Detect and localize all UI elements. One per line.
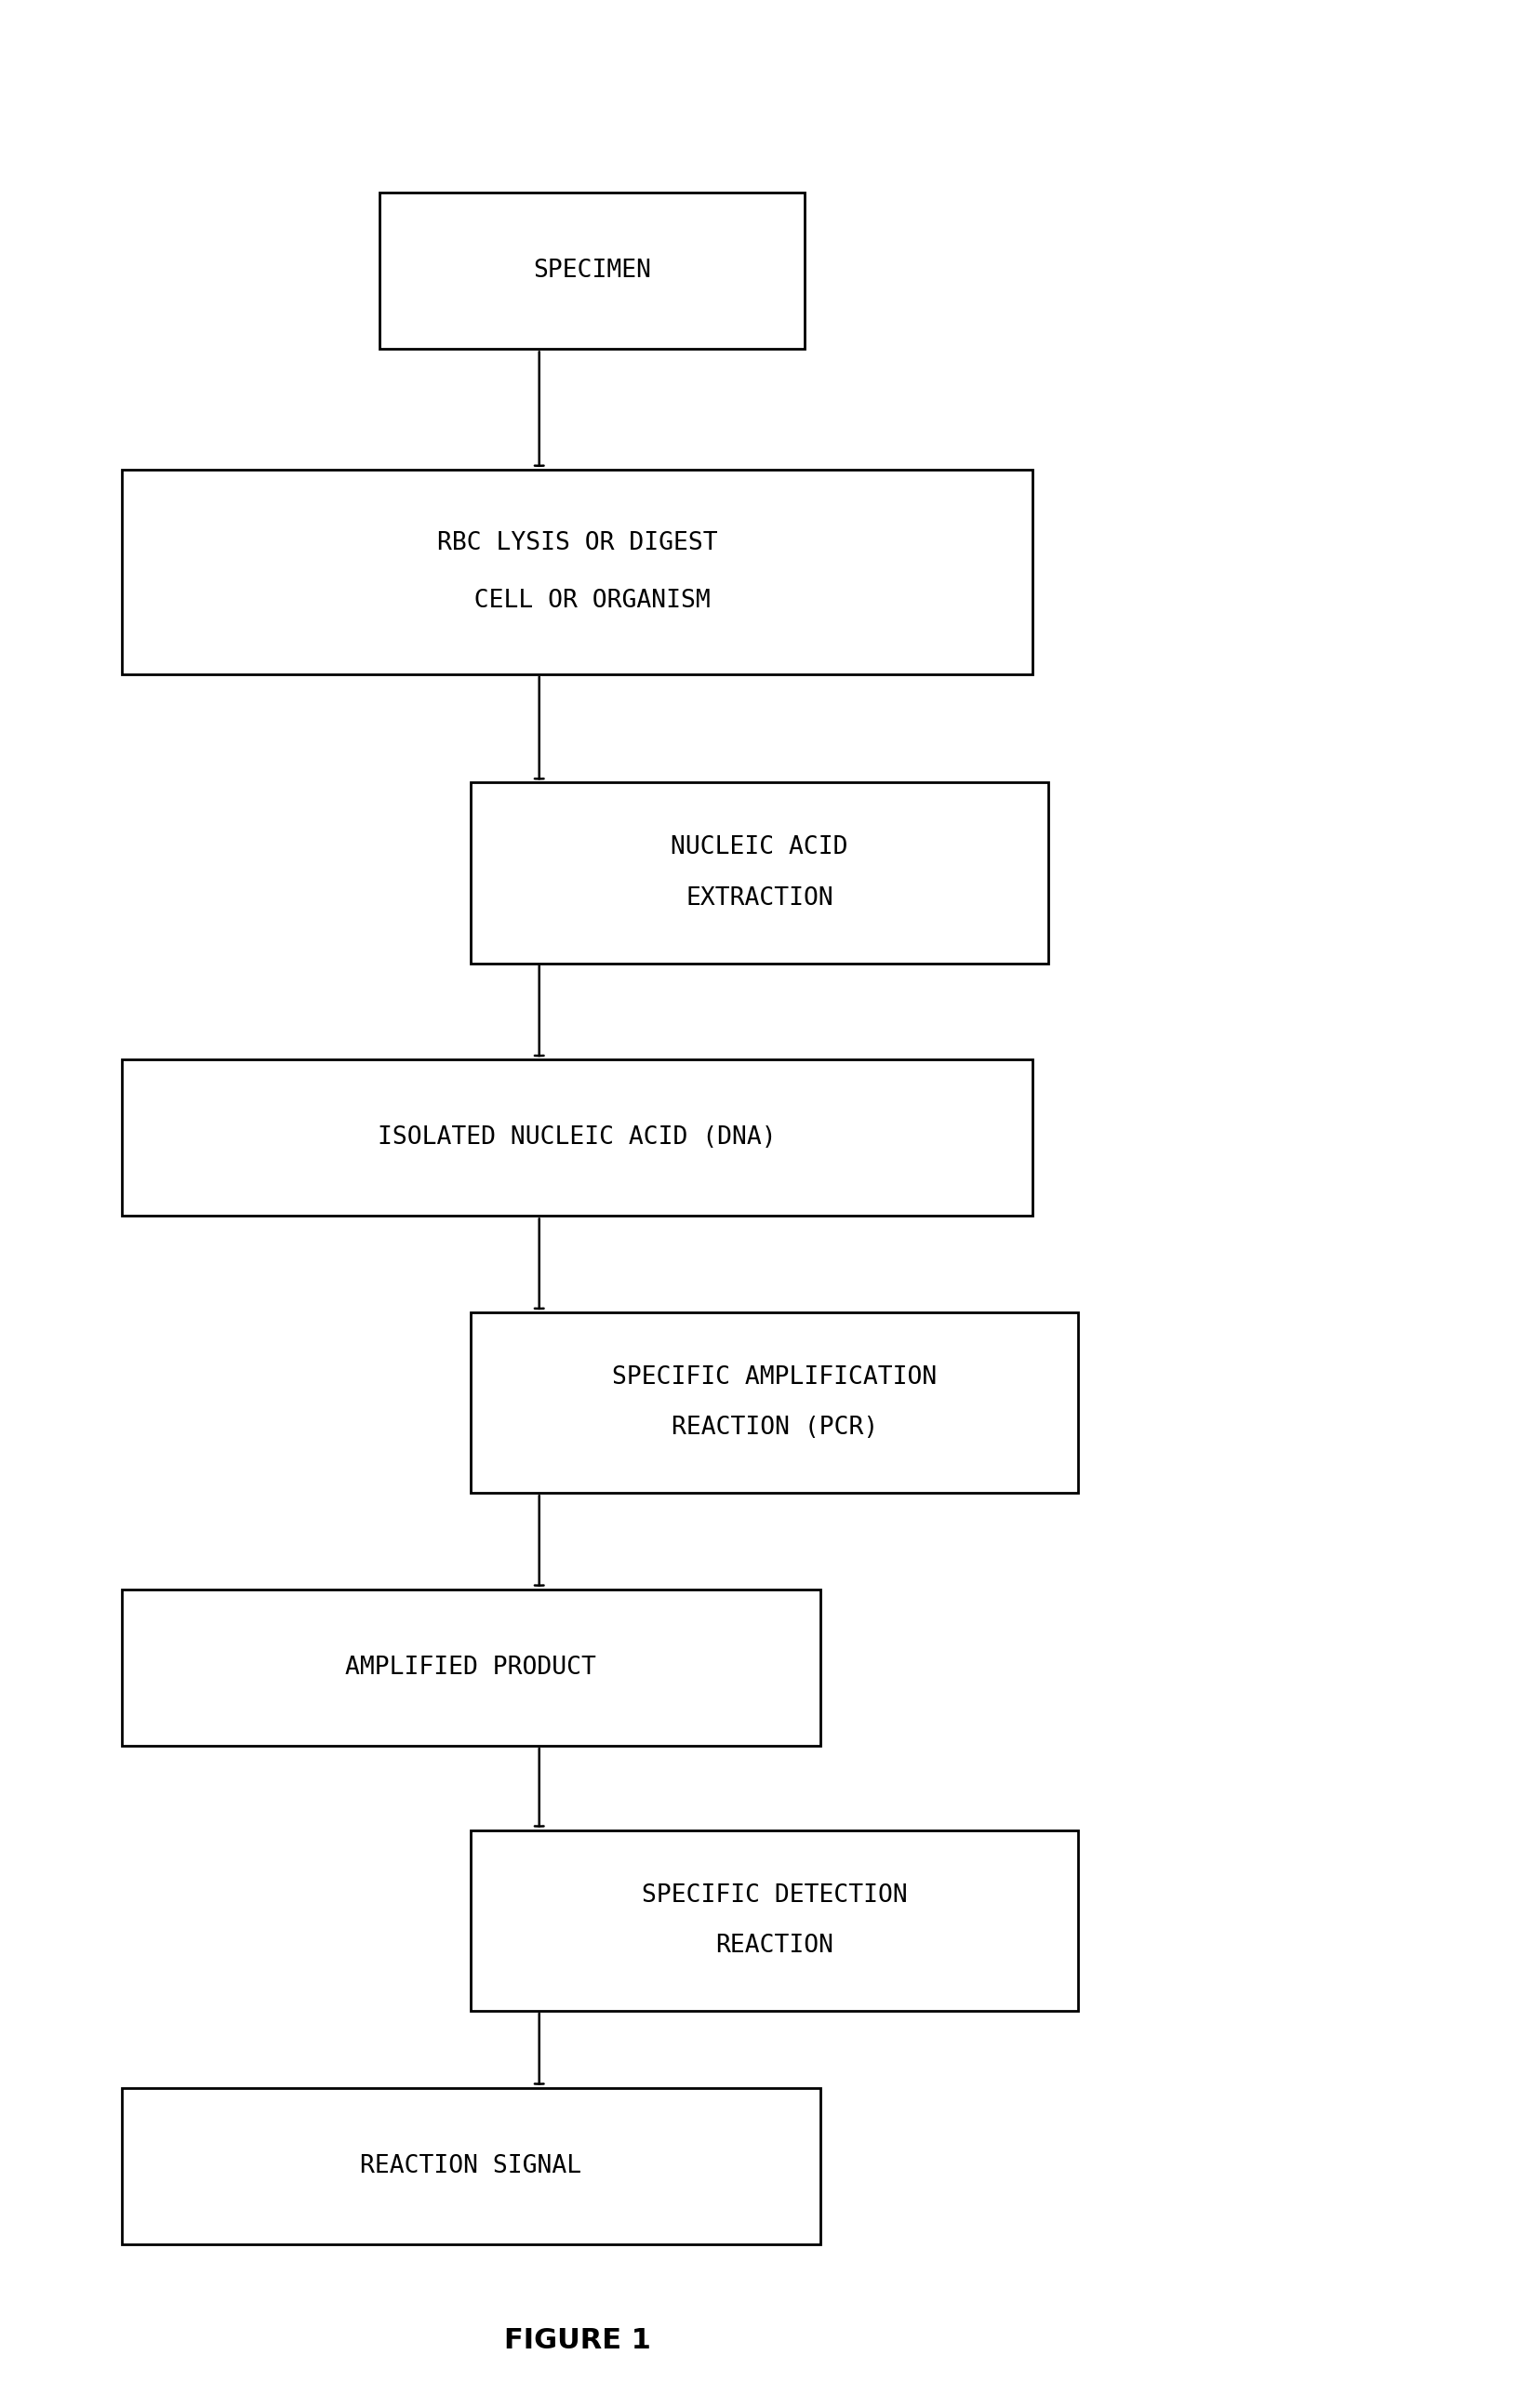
- Text: FIGURE 1: FIGURE 1: [504, 2326, 650, 2355]
- Text: ISOLATED NUCLEIC ACID (DNA): ISOLATED NUCLEIC ACID (DNA): [378, 1125, 776, 1151]
- Text: CELL OR ORGANISM: CELL OR ORGANISM: [445, 588, 709, 612]
- Bar: [471, 783, 1047, 963]
- Bar: [121, 470, 1032, 674]
- Text: SPECIMEN: SPECIMEN: [533, 258, 651, 284]
- Text: REACTION: REACTION: [715, 1934, 833, 1958]
- Text: SPECIFIC AMPLIFICATION: SPECIFIC AMPLIFICATION: [612, 1365, 937, 1389]
- Text: NUCLEIC ACID: NUCLEIC ACID: [671, 836, 847, 860]
- Text: EXTRACTION: EXTRACTION: [685, 886, 833, 910]
- Bar: [471, 1830, 1078, 2011]
- Text: REACTION (PCR): REACTION (PCR): [671, 1416, 877, 1440]
- Text: SPECIFIC DETECTION: SPECIFIC DETECTION: [642, 1883, 906, 1907]
- Bar: [380, 193, 805, 349]
- Bar: [121, 2088, 820, 2244]
- Bar: [121, 1589, 820, 1746]
- Text: REACTION SIGNAL: REACTION SIGNAL: [360, 2153, 581, 2179]
- Bar: [121, 1060, 1032, 1216]
- Text: AMPLIFIED PRODUCT: AMPLIFIED PRODUCT: [345, 1654, 597, 1681]
- Text: RBC LYSIS OR DIGEST: RBC LYSIS OR DIGEST: [437, 532, 716, 556]
- Bar: [471, 1312, 1078, 1493]
